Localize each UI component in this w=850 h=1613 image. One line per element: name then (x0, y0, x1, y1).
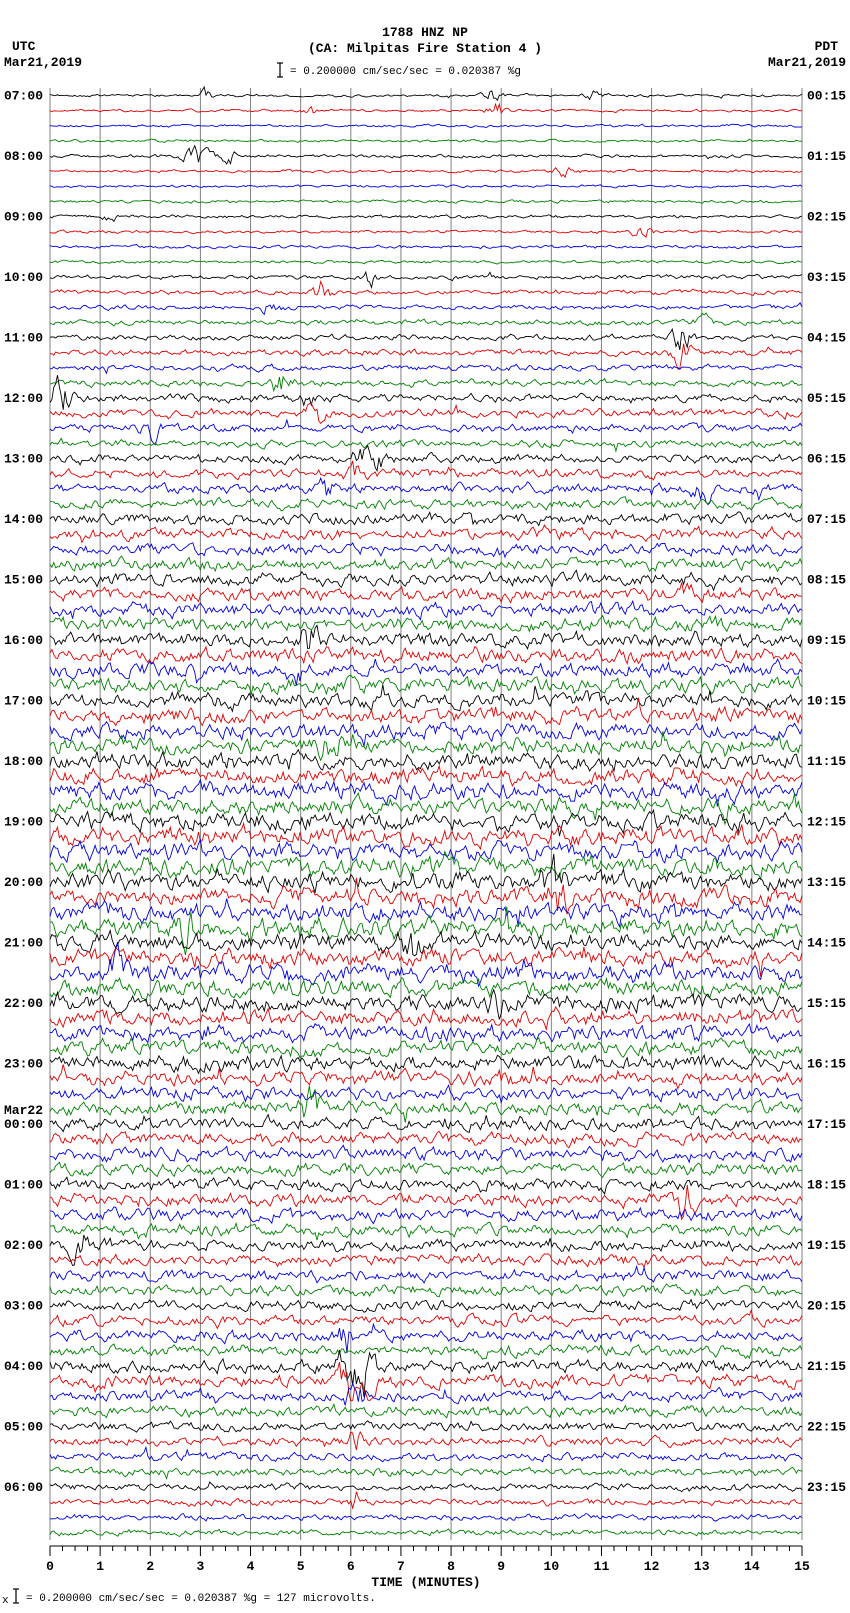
utc-hour-label: 20:00 (4, 875, 43, 890)
utc-hour-label: 10:00 (4, 270, 43, 285)
pdt-hour-label: 20:15 (807, 1299, 846, 1314)
utc-hour-label: 05:00 (4, 1420, 43, 1435)
utc-hour-label: 07:00 (4, 89, 43, 104)
title-line1: 1788 HNZ NP (382, 25, 468, 40)
x-tick-label: 10 (544, 1559, 560, 1574)
pdt-hour-label: 05:15 (807, 391, 846, 406)
utc-hour-label: 19:00 (4, 815, 43, 830)
utc-hour-label: 03:00 (4, 1299, 43, 1314)
tz-left: UTC (12, 39, 36, 54)
utc-date-marker: Mar22 (4, 1103, 43, 1118)
utc-hour-label: 15:00 (4, 573, 43, 588)
utc-hour-label: 06:00 (4, 1480, 43, 1495)
pdt-hour-label: 03:15 (807, 270, 846, 285)
seismogram-chart: 1788 HNZ NP(CA: Milpitas Fire Station 4 … (0, 0, 850, 1613)
footer-scale-line: = 0.200000 cm/sec/sec = 0.020387 %g = 12… (26, 1593, 376, 1605)
pdt-hour-label: 11:15 (807, 754, 846, 769)
pdt-hour-label: 00:15 (807, 89, 846, 104)
x-tick-label: 9 (497, 1559, 505, 1574)
utc-hour-label: 14:00 (4, 512, 43, 527)
pdt-hour-label: 19:15 (807, 1238, 846, 1253)
x-tick-label: 5 (297, 1559, 305, 1574)
tz-right: PDT (815, 39, 839, 54)
utc-hour-label: 00:00 (4, 1117, 43, 1132)
x-tick-label: 1 (96, 1559, 104, 1574)
title-line2: (CA: Milpitas Fire Station 4 ) (308, 41, 542, 56)
pdt-hour-label: 10:15 (807, 694, 846, 709)
utc-hour-label: 04:00 (4, 1359, 43, 1374)
x-tick-label: 0 (46, 1559, 54, 1574)
pdt-hour-label: 14:15 (807, 936, 846, 951)
scale-line: = 0.200000 cm/sec/sec = 0.020387 %g (290, 66, 521, 78)
x-tick-label: 7 (397, 1559, 405, 1574)
pdt-hour-label: 06:15 (807, 452, 846, 467)
x-tick-label: 14 (744, 1559, 760, 1574)
pdt-hour-label: 17:15 (807, 1117, 846, 1132)
x-tick-label: 6 (347, 1559, 355, 1574)
x-axis-label: TIME (MINUTES) (371, 1575, 480, 1590)
pdt-hour-label: 08:15 (807, 573, 846, 588)
pdt-hour-label: 23:15 (807, 1480, 846, 1495)
date-left: Mar21,2019 (4, 55, 82, 70)
utc-hour-label: 16:00 (4, 633, 43, 648)
utc-hour-label: 17:00 (4, 694, 43, 709)
utc-hour-label: 08:00 (4, 149, 43, 164)
pdt-hour-label: 01:15 (807, 149, 846, 164)
utc-hour-label: 01:00 (4, 1178, 43, 1193)
x-tick-label: 8 (447, 1559, 455, 1574)
pdt-hour-label: 02:15 (807, 210, 846, 225)
x-tick-label: 15 (794, 1559, 810, 1574)
x-tick-label: 13 (694, 1559, 710, 1574)
pdt-hour-label: 04:15 (807, 331, 846, 346)
x-tick-label: 11 (594, 1559, 610, 1574)
page: { "header": { "title_line1": "1788 HNZ N… (0, 0, 850, 1613)
utc-hour-label: 02:00 (4, 1238, 43, 1253)
pdt-hour-label: 18:15 (807, 1178, 846, 1193)
date-right: Mar21,2019 (768, 55, 846, 70)
utc-hour-label: 23:00 (4, 1057, 43, 1072)
footer-prefix: x (2, 1595, 9, 1607)
pdt-hour-label: 22:15 (807, 1420, 846, 1435)
x-tick-label: 3 (196, 1559, 204, 1574)
pdt-hour-label: 15:15 (807, 996, 846, 1011)
pdt-hour-label: 07:15 (807, 512, 846, 527)
utc-hour-label: 11:00 (4, 331, 43, 346)
x-tick-label: 4 (247, 1559, 255, 1574)
x-tick-label: 2 (146, 1559, 154, 1574)
pdt-hour-label: 09:15 (807, 633, 846, 648)
utc-hour-label: 13:00 (4, 452, 43, 467)
x-tick-label: 12 (644, 1559, 660, 1574)
pdt-hour-label: 12:15 (807, 815, 846, 830)
pdt-hour-label: 21:15 (807, 1359, 846, 1374)
utc-hour-label: 09:00 (4, 210, 43, 225)
utc-hour-label: 12:00 (4, 391, 43, 406)
utc-hour-label: 18:00 (4, 754, 43, 769)
utc-hour-label: 21:00 (4, 936, 43, 951)
pdt-hour-label: 16:15 (807, 1057, 846, 1072)
utc-hour-label: 22:00 (4, 996, 43, 1011)
pdt-hour-label: 13:15 (807, 875, 846, 890)
